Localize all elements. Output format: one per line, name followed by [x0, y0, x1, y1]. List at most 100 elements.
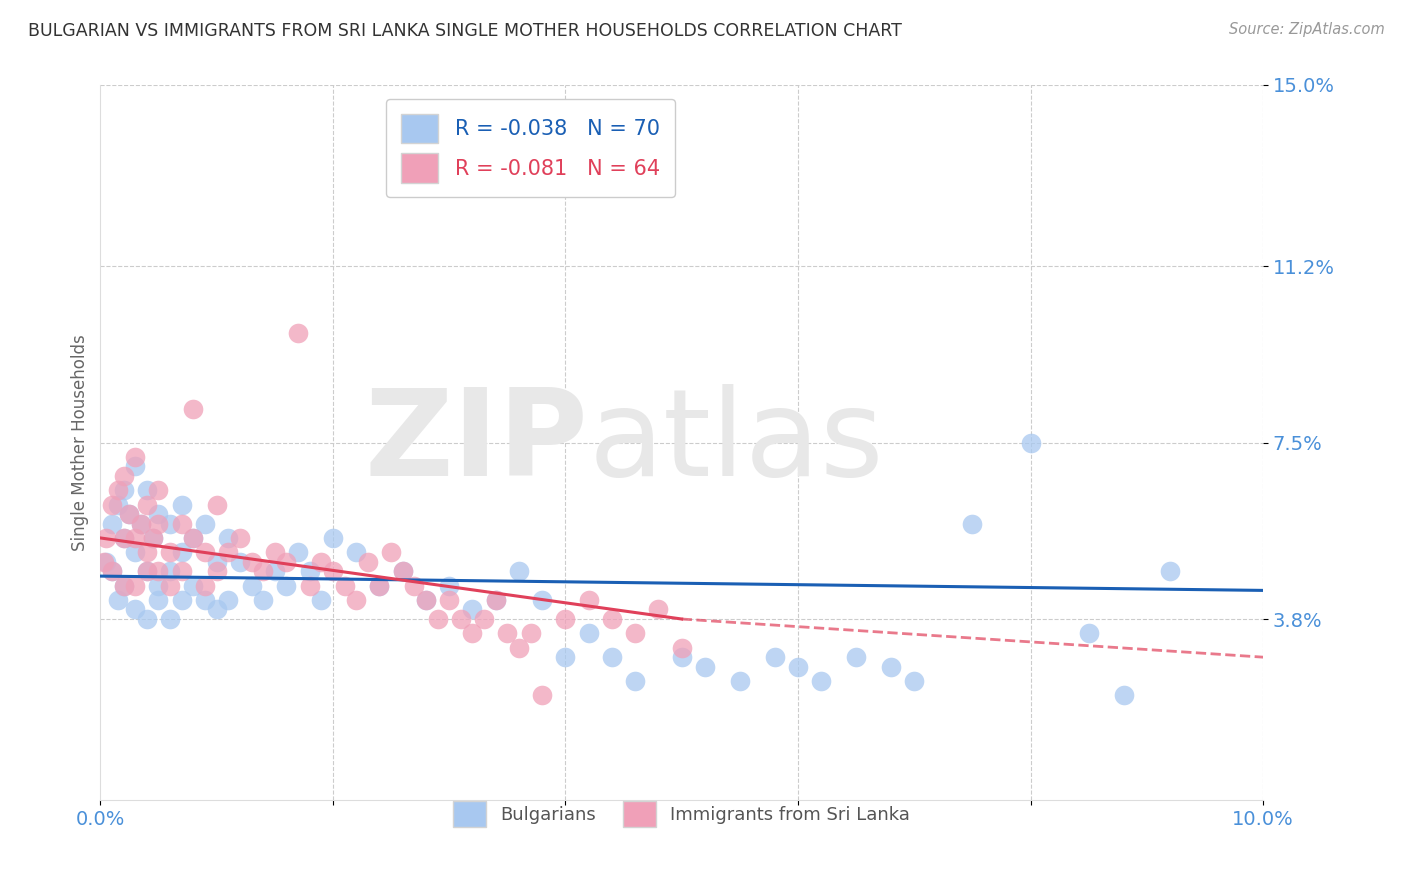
Point	[426, 612, 449, 626]
Point	[1019, 435, 1042, 450]
Point	[170, 565, 193, 579]
Point	[845, 650, 868, 665]
Point	[962, 516, 984, 531]
Point	[159, 545, 181, 559]
Point	[101, 565, 124, 579]
Point	[880, 659, 903, 673]
Point	[194, 579, 217, 593]
Point	[450, 612, 472, 626]
Point	[217, 593, 239, 607]
Point	[728, 673, 751, 688]
Point	[170, 545, 193, 559]
Point	[1077, 626, 1099, 640]
Point	[415, 593, 437, 607]
Point	[333, 579, 356, 593]
Point	[170, 516, 193, 531]
Point	[472, 612, 495, 626]
Point	[287, 545, 309, 559]
Point	[112, 531, 135, 545]
Point	[368, 579, 391, 593]
Point	[96, 531, 118, 545]
Point	[205, 555, 228, 569]
Point	[124, 450, 146, 464]
Point	[107, 593, 129, 607]
Point	[693, 659, 716, 673]
Point	[159, 565, 181, 579]
Point	[148, 593, 170, 607]
Text: BULGARIAN VS IMMIGRANTS FROM SRI LANKA SINGLE MOTHER HOUSEHOLDS CORRELATION CHAR: BULGARIAN VS IMMIGRANTS FROM SRI LANKA S…	[28, 22, 903, 40]
Point	[112, 483, 135, 498]
Point	[194, 593, 217, 607]
Point	[135, 565, 157, 579]
Point	[112, 579, 135, 593]
Point	[624, 626, 647, 640]
Point	[519, 626, 541, 640]
Point	[170, 498, 193, 512]
Point	[671, 640, 693, 655]
Point	[135, 565, 157, 579]
Point	[496, 626, 519, 640]
Point	[380, 545, 402, 559]
Point	[600, 650, 623, 665]
Point	[810, 673, 832, 688]
Point	[101, 516, 124, 531]
Point	[344, 593, 367, 607]
Point	[183, 579, 205, 593]
Point	[1112, 688, 1135, 702]
Point	[159, 579, 181, 593]
Point	[578, 626, 600, 640]
Point	[205, 565, 228, 579]
Point	[194, 516, 217, 531]
Point	[508, 565, 530, 579]
Text: Source: ZipAtlas.com: Source: ZipAtlas.com	[1229, 22, 1385, 37]
Point	[124, 459, 146, 474]
Point	[183, 531, 205, 545]
Point	[578, 593, 600, 607]
Point	[309, 555, 332, 569]
Point	[531, 593, 554, 607]
Y-axis label: Single Mother Households: Single Mother Households	[72, 334, 89, 551]
Point	[101, 498, 124, 512]
Point	[437, 593, 460, 607]
Point	[357, 555, 380, 569]
Point	[135, 545, 157, 559]
Point	[229, 531, 252, 545]
Point	[124, 602, 146, 616]
Point	[142, 531, 165, 545]
Point	[183, 402, 205, 417]
Point	[229, 555, 252, 569]
Point	[763, 650, 786, 665]
Point	[205, 498, 228, 512]
Point	[129, 516, 152, 531]
Point	[554, 650, 576, 665]
Point	[170, 593, 193, 607]
Point	[391, 565, 413, 579]
Point	[112, 469, 135, 483]
Point	[159, 516, 181, 531]
Point	[112, 579, 135, 593]
Point	[485, 593, 508, 607]
Point	[671, 650, 693, 665]
Point	[124, 545, 146, 559]
Point	[183, 531, 205, 545]
Point	[298, 565, 321, 579]
Point	[142, 531, 165, 545]
Point	[344, 545, 367, 559]
Point	[322, 565, 344, 579]
Point	[903, 673, 925, 688]
Point	[276, 555, 298, 569]
Point	[461, 602, 484, 616]
Point	[135, 483, 157, 498]
Point	[124, 531, 146, 545]
Point	[624, 673, 647, 688]
Point	[263, 565, 285, 579]
Point	[309, 593, 332, 607]
Point	[322, 531, 344, 545]
Point	[205, 602, 228, 616]
Point	[194, 545, 217, 559]
Point	[298, 579, 321, 593]
Point	[107, 483, 129, 498]
Point	[148, 507, 170, 521]
Point	[118, 507, 141, 521]
Point	[415, 593, 437, 607]
